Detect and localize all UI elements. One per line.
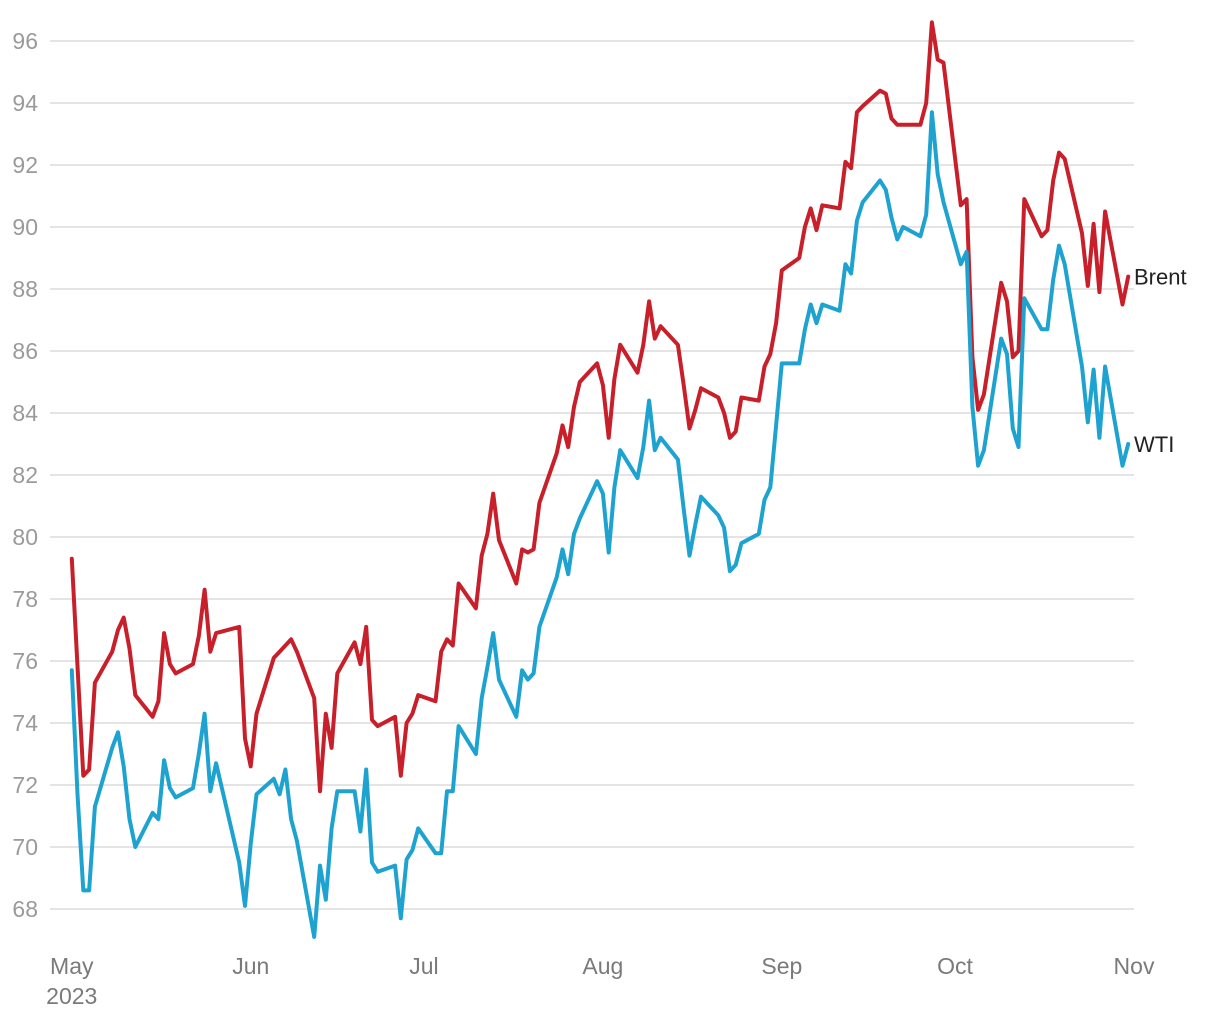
y-tick-label-80: 80 (12, 524, 38, 550)
x-tick-label-nov: Nov (1114, 953, 1155, 979)
y-tick-label-90: 90 (12, 214, 38, 240)
series-lines (69, 20, 1131, 939)
x-tick-label-sep: Sep (761, 953, 802, 979)
y-tick-label-78: 78 (12, 586, 38, 612)
x-tick-label-oct: Oct (937, 953, 973, 979)
y-tick-label-82: 82 (12, 462, 38, 488)
y-tick-label-84: 84 (12, 400, 38, 426)
series-label-brent: Brent (1134, 265, 1187, 290)
x-tick-label-jun: Jun (232, 953, 269, 979)
y-tick-label-70: 70 (12, 834, 38, 860)
y-tick-label-74: 74 (12, 710, 38, 736)
gridlines (50, 40, 1134, 910)
series-label-wti: WTI (1134, 432, 1174, 457)
y-tick-label-76: 76 (12, 648, 38, 674)
x-tick-label-aug: Aug (582, 953, 623, 979)
y-tick-label-92: 92 (12, 152, 38, 178)
series-line-wti (69, 110, 1131, 939)
y-tick-label-72: 72 (12, 772, 38, 798)
x-tick-sublabel-year: 2023 (46, 983, 97, 1009)
y-tick-label-94: 94 (12, 90, 38, 116)
y-tick-label-88: 88 (12, 276, 38, 302)
x-tick-label-may: May (50, 953, 94, 979)
x-tick-label-jul: Jul (409, 953, 438, 979)
y-tick-label-86: 86 (12, 338, 38, 364)
y-tick-label-68: 68 (12, 896, 38, 922)
y-tick-label-96: 96 (12, 28, 38, 54)
series-line-brent (69, 20, 1131, 794)
y-axis-tick-labels: 68 70 72 74 76 78 80 82 84 86 88 90 92 94 96 (12, 28, 38, 922)
series-end-labels: Brent WTI (1134, 265, 1187, 457)
x-axis-tick-labels: May 2023 Jun Jul Aug Sep Oct Nov (46, 953, 1155, 1009)
